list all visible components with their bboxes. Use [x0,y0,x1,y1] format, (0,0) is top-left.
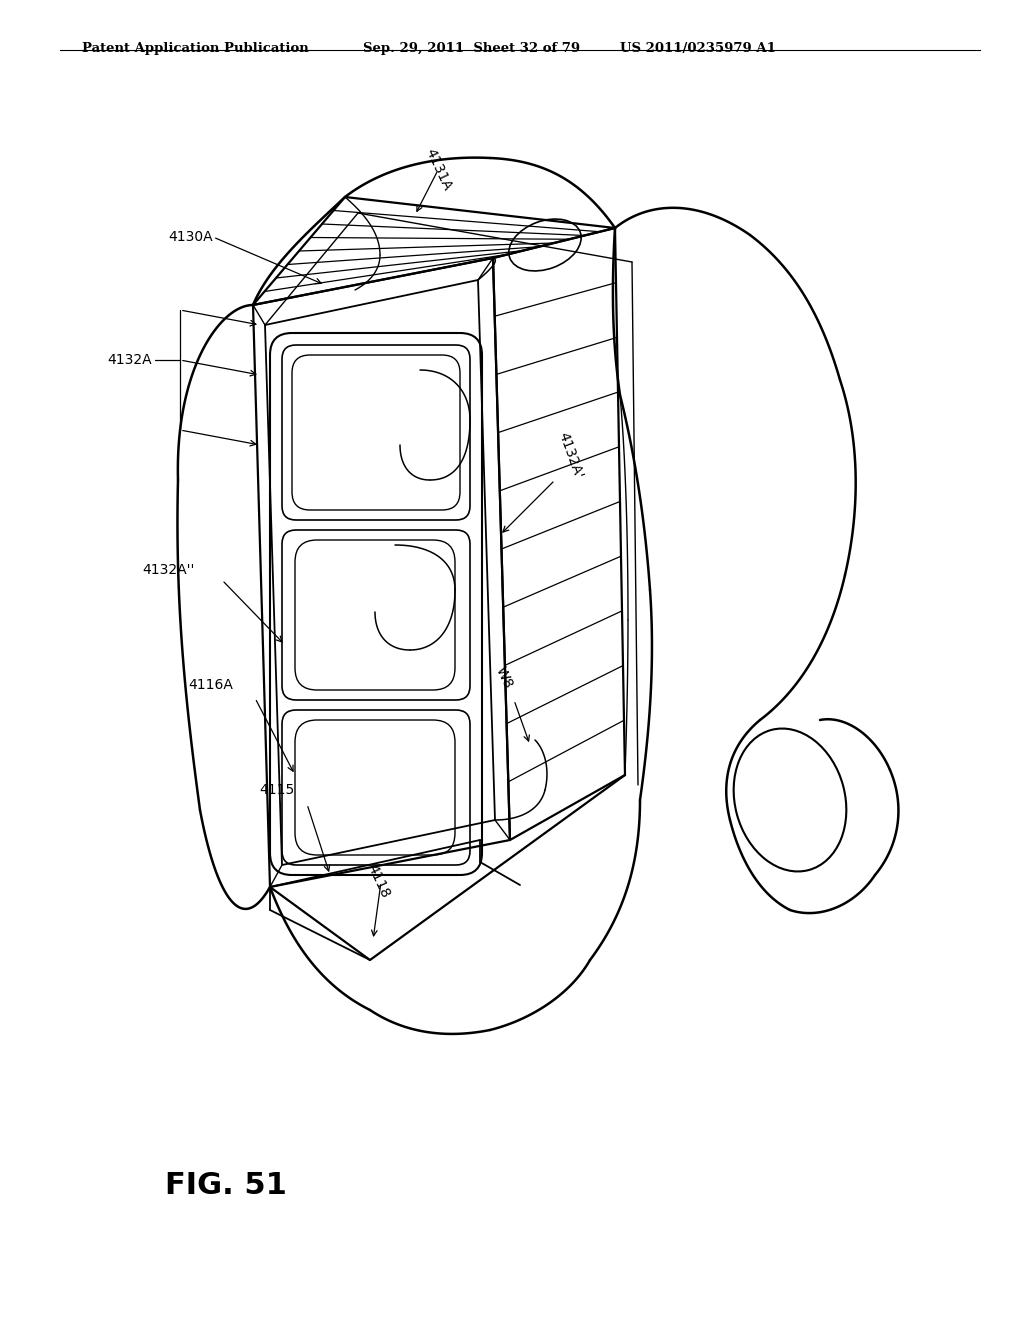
Text: 4132A': 4132A' [555,430,585,480]
Text: US 2011/0235979 A1: US 2011/0235979 A1 [620,42,776,55]
Text: 4132A'': 4132A'' [142,564,195,577]
Text: FIG. 51: FIG. 51 [165,1171,287,1200]
Text: 4116A: 4116A [188,678,233,692]
Text: W8: W8 [493,665,515,692]
Text: 4130A: 4130A [168,230,213,244]
Text: 4132A: 4132A [108,352,152,367]
Text: 4115: 4115 [260,783,295,797]
Text: Patent Application Publication: Patent Application Publication [82,42,309,55]
Text: 4131A: 4131A [422,147,454,193]
Text: Sep. 29, 2011  Sheet 32 of 79: Sep. 29, 2011 Sheet 32 of 79 [362,42,581,55]
Text: 4118: 4118 [365,862,392,900]
